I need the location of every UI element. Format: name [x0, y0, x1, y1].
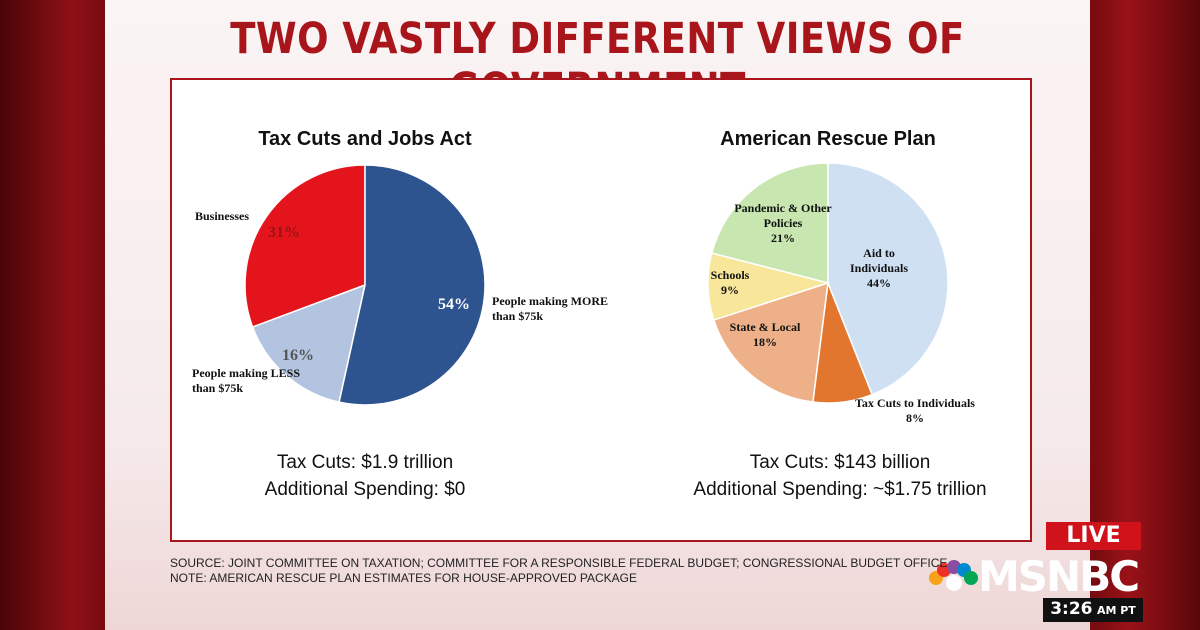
time: 3:26 — [1050, 599, 1093, 619]
chart-note: Additional Spending: ~$1.75 trillion — [693, 479, 987, 500]
pie-slice — [710, 162, 829, 284]
slice-value: 31% — [268, 224, 300, 241]
pie-slice — [251, 283, 367, 404]
slice-value: 54% — [438, 296, 470, 313]
slice-name: Pandemic & Other Policies — [734, 201, 832, 230]
slice-name: People making LESS than $75k — [192, 366, 301, 395]
pie-slice — [827, 162, 949, 396]
slice-label: Tax Cuts to Individuals 8% — [850, 396, 980, 426]
slice-name: Schools — [710, 268, 750, 282]
chart-note: Additional Spending: $0 — [264, 479, 466, 500]
slice-label: State & Local 18% — [720, 320, 810, 350]
slice-value: 21% — [771, 231, 795, 245]
live-badge: LIVE — [1046, 522, 1141, 550]
chart-title: American Rescue Plan — [720, 128, 936, 150]
pie-slice — [244, 164, 366, 328]
slice-value: 8% — [906, 411, 924, 425]
slice-value: 44% — [867, 276, 891, 290]
chart-note: Tax Cuts: $143 billion — [749, 452, 931, 473]
time-zone: AM PT — [1096, 604, 1136, 617]
slice-label: Aid to Individuals 44% — [834, 246, 924, 291]
slice-value: 16% — [282, 347, 314, 364]
slice-name: Tax Cuts to Individuals — [855, 396, 975, 410]
slice-label: Schools 9% — [700, 268, 760, 298]
chart-title: Tax Cuts and Jobs Act — [258, 128, 472, 150]
pie-slice — [338, 164, 486, 406]
note: NOTE: AMERICAN RESCUE PLAN ESTIMATES FOR… — [170, 571, 637, 585]
source: SOURCE: JOINT COMMITTEE ON TAXATION; COM… — [170, 556, 948, 570]
clock: 3:26 AM PT — [1043, 598, 1143, 622]
slice-value: 9% — [721, 283, 739, 297]
slice-value: 18% — [753, 335, 777, 349]
network-logo: MSNBC — [978, 552, 1140, 601]
peacock — [929, 560, 978, 591]
slice-label: Pandemic & Other Policies 21% — [728, 201, 838, 246]
chart-note: Tax Cuts: $1.9 trillion — [276, 452, 454, 473]
pie-slice — [712, 281, 829, 403]
slice-name: Businesses — [195, 209, 250, 223]
slice-name: State & Local — [729, 320, 801, 334]
slice-name: Aid to Individuals — [849, 246, 909, 275]
slice-name: People making MORE than $75k — [492, 294, 608, 323]
